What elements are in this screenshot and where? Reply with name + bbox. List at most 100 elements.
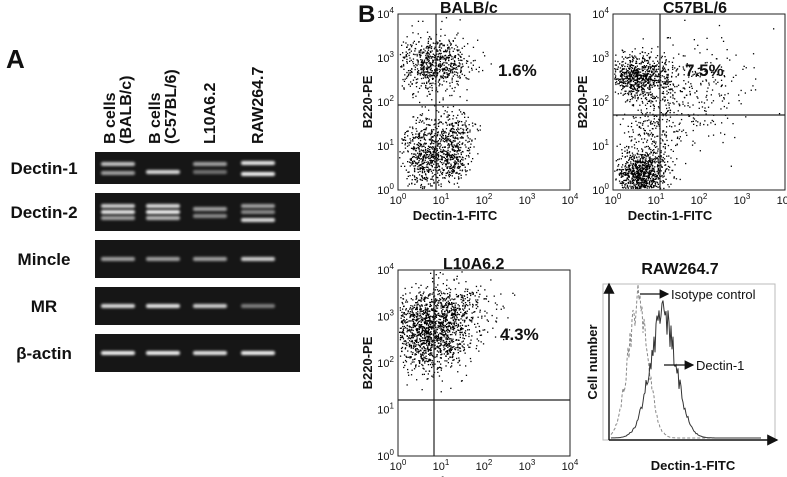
event-dot bbox=[419, 307, 421, 309]
event-dot bbox=[421, 113, 424, 115]
event-dot bbox=[431, 301, 433, 303]
event-dot bbox=[699, 52, 701, 54]
event-dot bbox=[675, 70, 677, 72]
event-dot bbox=[434, 330, 436, 332]
event-dot bbox=[429, 63, 431, 65]
event-dot bbox=[418, 350, 420, 352]
event-dot bbox=[691, 87, 693, 89]
event-dot bbox=[452, 125, 454, 127]
event-dot bbox=[450, 347, 452, 349]
event-dot bbox=[660, 84, 662, 86]
event-dot bbox=[653, 167, 655, 169]
event-dot bbox=[681, 91, 683, 93]
event-dot bbox=[614, 73, 616, 75]
event-dot bbox=[464, 116, 466, 118]
event-dot bbox=[407, 151, 409, 153]
event-dot bbox=[456, 151, 458, 153]
event-dot bbox=[624, 51, 626, 53]
tick-exp: 3 bbox=[390, 50, 395, 59]
event-dot bbox=[711, 89, 714, 91]
event-dot bbox=[638, 172, 640, 174]
event-dot bbox=[432, 74, 434, 76]
event-dot bbox=[447, 149, 449, 151]
event-dot bbox=[631, 185, 633, 188]
event-dot bbox=[650, 66, 652, 68]
event-dot bbox=[456, 158, 458, 160]
event-dot bbox=[455, 80, 458, 82]
event-dot bbox=[422, 360, 424, 362]
event-dot bbox=[647, 60, 650, 62]
event-dot bbox=[401, 66, 403, 68]
event-dot bbox=[440, 316, 442, 318]
event-dot bbox=[666, 107, 668, 110]
event-dot bbox=[415, 82, 417, 84]
event-dot bbox=[637, 150, 640, 152]
event-dot bbox=[635, 160, 637, 162]
event-dot bbox=[439, 50, 442, 52]
event-dot bbox=[417, 61, 419, 63]
gel-band bbox=[146, 216, 180, 220]
event-dot bbox=[664, 134, 666, 136]
event-dot bbox=[427, 324, 430, 326]
event-dot bbox=[425, 330, 428, 332]
event-dot bbox=[400, 321, 403, 323]
event-dot bbox=[643, 167, 645, 170]
event-dot bbox=[638, 71, 640, 73]
event-dot bbox=[663, 76, 665, 78]
event-dot bbox=[661, 174, 663, 177]
event-dot bbox=[409, 357, 411, 359]
event-dot bbox=[441, 162, 443, 164]
event-dot bbox=[431, 77, 434, 79]
event-dot bbox=[734, 136, 736, 139]
event-dot bbox=[400, 66, 402, 68]
event-dot bbox=[451, 348, 453, 350]
event-dot bbox=[622, 82, 625, 84]
event-dot bbox=[417, 162, 419, 164]
event-dot bbox=[461, 137, 463, 139]
event-dot bbox=[428, 358, 430, 360]
event-dot bbox=[429, 339, 431, 341]
event-dot bbox=[646, 168, 649, 170]
event-dot bbox=[653, 169, 655, 171]
event-dot bbox=[415, 147, 417, 149]
event-dot bbox=[673, 176, 675, 178]
event-dot bbox=[632, 60, 634, 62]
plot-title: BALB/c bbox=[440, 0, 498, 17]
event-dot bbox=[638, 170, 640, 172]
event-dot bbox=[436, 166, 438, 168]
event-dot bbox=[437, 140, 439, 142]
event-dot bbox=[443, 316, 445, 318]
event-dot bbox=[416, 68, 419, 70]
event-dot bbox=[667, 76, 669, 78]
event-dot bbox=[455, 145, 457, 148]
event-dot bbox=[655, 100, 657, 102]
event-dot bbox=[423, 299, 425, 301]
event-dot bbox=[423, 187, 425, 189]
event-dot bbox=[419, 310, 421, 312]
event-dot bbox=[421, 67, 423, 70]
event-dot bbox=[414, 304, 416, 306]
event-dot bbox=[446, 279, 448, 281]
event-dot bbox=[628, 152, 630, 154]
event-dot bbox=[639, 122, 642, 124]
event-dot bbox=[646, 82, 649, 84]
event-dot bbox=[444, 320, 447, 323]
event-dot bbox=[457, 130, 459, 133]
event-dot bbox=[645, 172, 648, 174]
event-dot bbox=[452, 118, 454, 120]
event-dot bbox=[438, 68, 440, 71]
event-dot bbox=[465, 146, 467, 148]
event-dot bbox=[456, 34, 458, 36]
event-dot bbox=[656, 152, 658, 154]
event-dot bbox=[431, 129, 433, 131]
event-dot bbox=[439, 161, 441, 163]
event-dot bbox=[401, 320, 403, 322]
event-dot bbox=[640, 161, 642, 163]
event-dot bbox=[421, 137, 423, 139]
event-dot bbox=[629, 65, 631, 68]
event-dot bbox=[409, 320, 411, 322]
event-dot bbox=[403, 319, 405, 321]
event-dot bbox=[446, 159, 448, 161]
event-dot bbox=[669, 89, 671, 91]
event-dot bbox=[464, 144, 466, 146]
